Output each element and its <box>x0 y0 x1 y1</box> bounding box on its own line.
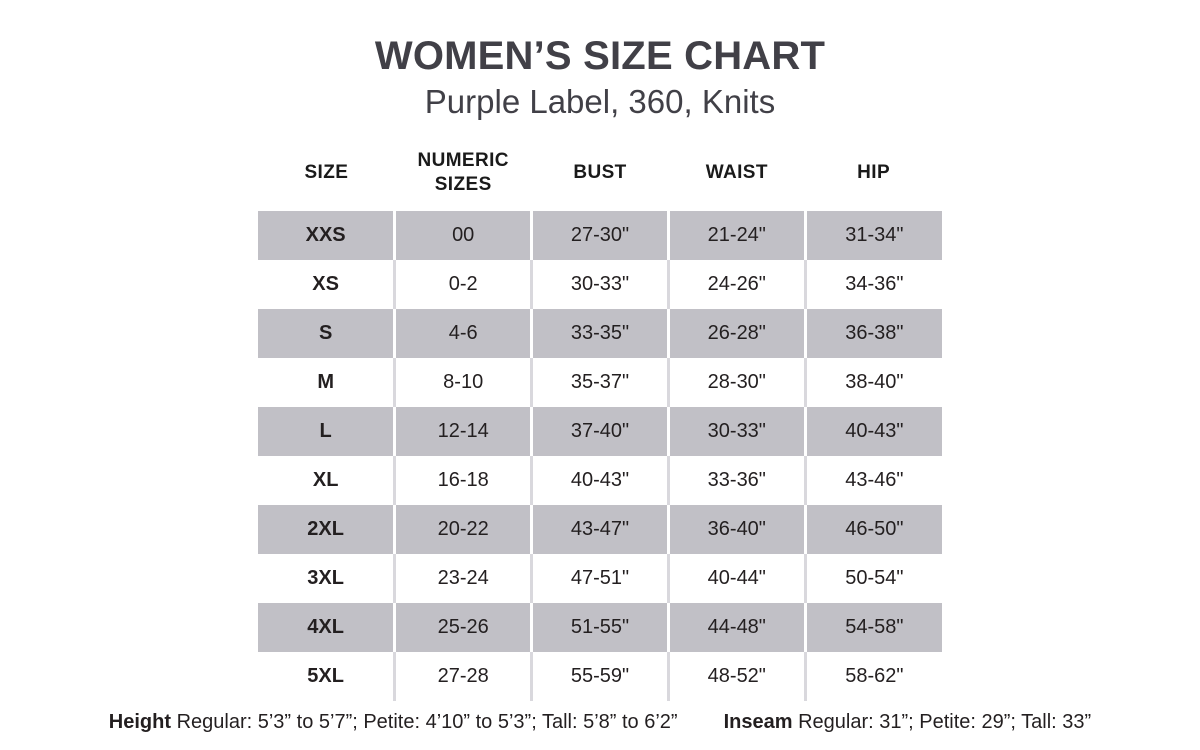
table-cell: 30-33" <box>666 407 806 457</box>
table-cell: 20-22 <box>393 505 532 555</box>
table-cell: 46-50" <box>803 505 942 555</box>
table-cell: 30-33" <box>530 260 669 310</box>
table-head: SIZE NUMERIC SIZES BUST WAIST HIP <box>258 134 942 212</box>
size-cell: XS <box>258 260 395 310</box>
table-cell: 40-43" <box>803 407 942 457</box>
table-cell: 00 <box>393 211 532 261</box>
size-cell: 2XL <box>258 505 395 555</box>
table-cell: 51-55" <box>530 603 669 653</box>
table-cell: 8-10 <box>393 358 532 408</box>
table-cell: 44-48" <box>666 603 806 653</box>
column-header: SIZE <box>258 134 395 212</box>
table-cell: 36-40" <box>666 505 806 555</box>
table-cell: 27-28 <box>393 652 532 702</box>
footnote: Height Regular: 5’3” to 5’7”; Petite: 4’… <box>0 706 1200 738</box>
size-cell: M <box>258 358 395 408</box>
size-chart-table: SIZE NUMERIC SIZES BUST WAIST HIP XXS 00 27-30… <box>258 134 942 702</box>
column-header: NUMERIC SIZES <box>394 134 532 212</box>
table-cell: 34-36" <box>803 260 942 310</box>
height-note: Height Regular: 5’3” to 5’7”; Petite: 4’… <box>109 706 678 738</box>
table-cell: 24-26" <box>666 260 806 310</box>
table-cell: 37-40" <box>530 407 669 457</box>
table-header-row: SIZE NUMERIC SIZES BUST WAIST HIP <box>258 134 942 212</box>
table-cell: 33-36" <box>666 456 806 506</box>
table-cell: 54-58" <box>803 603 942 653</box>
size-cell: 4XL <box>258 603 395 653</box>
column-header: WAIST <box>668 134 806 212</box>
table-cell: 16-18 <box>393 456 532 506</box>
page-subtitle: Purple Label, 360, Knits <box>424 83 776 120</box>
table-cell: 12-14 <box>393 407 532 457</box>
size-cell: XL <box>258 456 395 506</box>
table-cell: 38-40" <box>803 358 942 408</box>
table-row: L 12-14 37-40" 30-33" 40-43" <box>258 407 942 457</box>
height-note-text: Regular: 5’3” to 5’7”; Petite: 4’10” to … <box>176 711 678 734</box>
table-cell: 43-47" <box>530 505 669 555</box>
table-cell: 28-30" <box>666 358 806 408</box>
table-row: S 4-6 33-35" 26-28" 36-38" <box>258 309 942 359</box>
table-cell: 40-44" <box>666 554 806 604</box>
column-header: BUST <box>531 134 669 212</box>
table-cell: 50-54" <box>803 554 942 604</box>
table-cell: 4-6 <box>393 309 532 359</box>
table-cell: 48-52" <box>666 652 806 702</box>
table-cell: 43-46" <box>803 456 942 506</box>
table-row: XL 16-18 40-43" 33-36" 43-46" <box>258 456 942 506</box>
table-cell: 25-26 <box>393 603 532 653</box>
table-row: 2XL 20-22 43-47" 36-40" 46-50" <box>258 505 942 555</box>
size-cell: L <box>258 407 395 457</box>
inseam-note: Inseam Regular: 31”; Petite: 29”; Tall: … <box>724 706 1092 738</box>
table-cell: 47-51" <box>530 554 669 604</box>
table-row: 4XL 25-26 51-55" 44-48" 54-58" <box>258 603 942 653</box>
height-note-label: Height <box>108 711 172 734</box>
size-cell: XXS <box>258 211 395 261</box>
inseam-note-text: Regular: 31”; Petite: 29”; Tall: 33” <box>798 711 1092 734</box>
table-row: 5XL 27-28 55-59" 48-52" 58-62" <box>258 652 942 702</box>
size-cell: S <box>258 309 395 359</box>
table-cell: 55-59" <box>530 652 669 702</box>
table-cell: 33-35" <box>530 309 669 359</box>
table-cell: 27-30" <box>530 211 669 261</box>
size-cell: 5XL <box>258 652 395 702</box>
table-row: XS 0-2 30-33" 24-26" 34-36" <box>258 260 942 310</box>
table-cell: 26-28" <box>666 309 806 359</box>
table-cell: 40-43" <box>530 456 669 506</box>
table-row: 3XL 23-24 47-51" 40-44" 50-54" <box>258 554 942 604</box>
table-cell: 23-24 <box>393 554 532 604</box>
size-cell: 3XL <box>258 554 395 604</box>
table-cell: 58-62" <box>803 652 942 702</box>
table-body: XXS 00 27-30" 21-24" 31-34" XS 0-2 30-33" 24-26"… <box>258 211 942 702</box>
table-cell: 0-2 <box>393 260 532 310</box>
table-cell: 35-37" <box>530 358 669 408</box>
table-cell: 31-34" <box>803 211 942 261</box>
inseam-note-label: Inseam <box>723 711 793 734</box>
page-title: WOMEN’S SIZE CHART <box>374 34 826 78</box>
table-cell: 36-38" <box>803 309 942 359</box>
table-row: M 8-10 35-37" 28-30" 38-40" <box>258 358 942 408</box>
table-cell: 21-24" <box>666 211 806 261</box>
column-header: HIP <box>805 134 942 212</box>
table-row: XXS 00 27-30" 21-24" 31-34" <box>258 211 942 261</box>
